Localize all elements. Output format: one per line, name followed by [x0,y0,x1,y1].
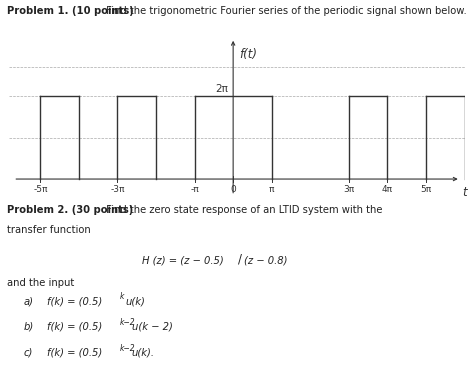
Text: /: / [238,253,242,266]
Text: 4π: 4π [382,185,393,194]
Text: k−2: k−2 [120,344,136,353]
Text: k: k [120,292,124,301]
Text: f(k) = (0.5): f(k) = (0.5) [47,348,103,358]
Text: (z − 0.8): (z − 0.8) [244,255,288,265]
Text: 2π: 2π [216,84,228,94]
Text: -3π: -3π [110,185,125,194]
Text: k−2: k−2 [120,318,136,327]
Text: t: t [463,186,467,199]
Text: Problem 2. (30 points): Problem 2. (30 points) [7,205,133,215]
Text: a): a) [24,296,34,306]
Text: π: π [269,185,274,194]
Text: u(k − 2): u(k − 2) [132,322,173,332]
Text: Find the trigonometric Fourier series of the periodic signal shown below.: Find the trigonometric Fourier series of… [103,6,467,16]
Text: Problem 1. (10 points): Problem 1. (10 points) [7,6,134,16]
Text: and the input: and the input [7,278,74,287]
Text: 5π: 5π [420,185,432,194]
Text: b): b) [24,322,34,332]
Text: 3π: 3π [343,185,355,194]
Text: f(k) = (0.5): f(k) = (0.5) [47,296,103,306]
Text: -5π: -5π [33,185,47,194]
Text: f(k) = (0.5): f(k) = (0.5) [47,322,103,332]
Text: -π: -π [190,185,199,194]
Text: u(k): u(k) [126,296,146,306]
Text: transfer function: transfer function [7,225,91,235]
Text: f(t): f(t) [239,47,257,61]
Text: H (z) = (z − 0.5): H (z) = (z − 0.5) [142,255,224,265]
Text: Find the zero state response of an LTID system with the: Find the zero state response of an LTID … [103,205,383,215]
Text: 0: 0 [230,185,236,194]
Text: c): c) [24,348,33,358]
Text: u(k).: u(k). [132,348,155,358]
